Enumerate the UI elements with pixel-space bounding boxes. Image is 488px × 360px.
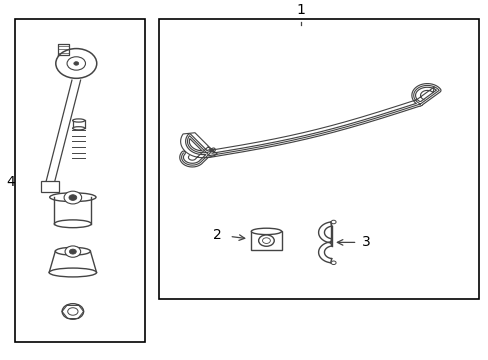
Circle shape: [69, 249, 76, 254]
Circle shape: [67, 308, 78, 315]
Ellipse shape: [49, 268, 96, 277]
Circle shape: [330, 220, 335, 224]
Circle shape: [67, 57, 85, 70]
Text: 2: 2: [213, 228, 222, 242]
FancyBboxPatch shape: [41, 181, 59, 192]
Ellipse shape: [54, 220, 91, 228]
Circle shape: [258, 235, 274, 246]
Ellipse shape: [251, 228, 281, 235]
Text: 1: 1: [296, 3, 305, 17]
Bar: [251, 231, 281, 250]
Bar: [15, 19, 144, 342]
Text: 4: 4: [6, 175, 15, 189]
Ellipse shape: [73, 119, 84, 122]
Ellipse shape: [50, 193, 96, 202]
Circle shape: [65, 246, 81, 257]
Ellipse shape: [55, 247, 90, 255]
Circle shape: [262, 238, 270, 243]
Ellipse shape: [73, 127, 84, 130]
Circle shape: [64, 191, 81, 204]
Circle shape: [69, 195, 77, 201]
Text: 3: 3: [362, 235, 370, 249]
Circle shape: [62, 304, 83, 319]
Bar: [159, 19, 478, 299]
Circle shape: [56, 49, 97, 78]
Circle shape: [330, 261, 335, 265]
Circle shape: [74, 62, 79, 65]
